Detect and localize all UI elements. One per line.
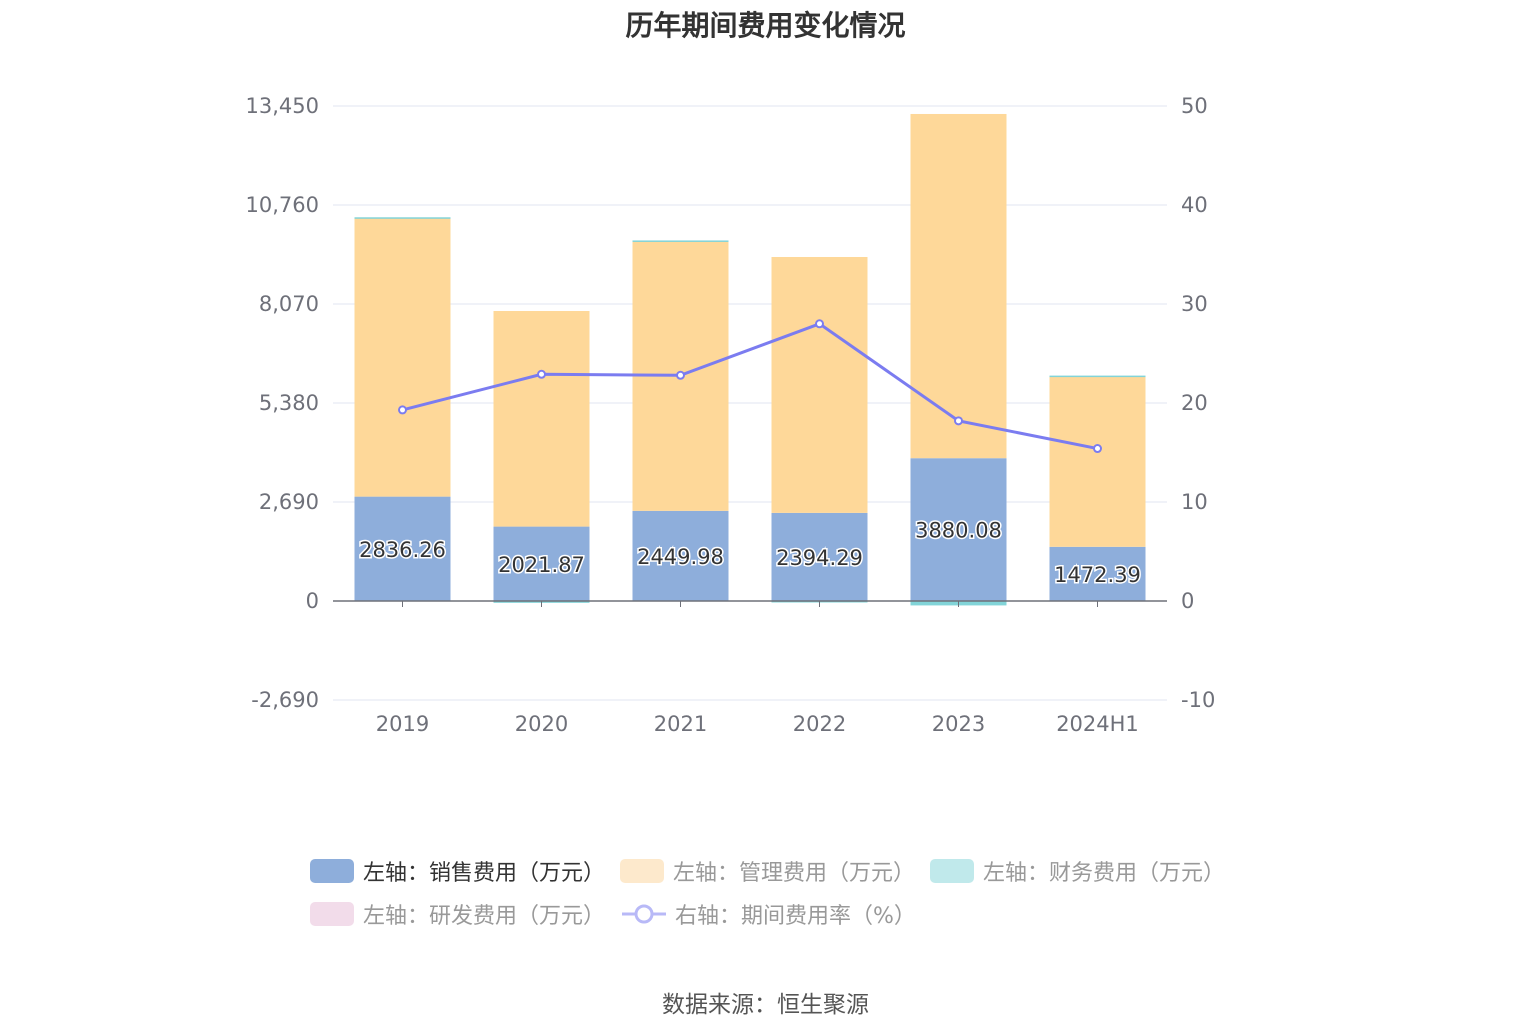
- legend-item-sales[interactable]: 左轴：销售费用（万元）: [310, 855, 605, 887]
- chart-title: 历年期间费用变化情况: [625, 9, 906, 42]
- data-label: 2021.87: [498, 553, 585, 577]
- x-tick-label: 2023: [932, 712, 985, 736]
- bar-左轴：财务费用（万元）: [1049, 375, 1146, 378]
- data-label: 1472.39: [1054, 563, 1141, 587]
- left-tick-label: 0: [306, 589, 319, 613]
- legend-label: 左轴：管理费用（万元）: [673, 861, 916, 886]
- right-tick-label: 0: [1181, 589, 1194, 613]
- legend-label: 左轴：研发费用（万元）: [363, 904, 606, 929]
- bar-左轴：销售费用（万元）: [354, 496, 451, 601]
- left-tick-label: 8,070: [259, 292, 319, 316]
- rate-point: [954, 416, 963, 426]
- legend-item-finance[interactable]: 左轴：财务费用（万元）: [930, 855, 1225, 887]
- rate-point: [815, 319, 824, 329]
- legend-item-admin[interactable]: 左轴：管理费用（万元）: [620, 855, 915, 887]
- right-tick-label: -10: [1181, 688, 1215, 712]
- x-tick-label: 2021: [654, 712, 707, 736]
- bar-左轴：管理费用（万元）: [910, 113, 1007, 459]
- data-label: 2449.98: [637, 545, 724, 569]
- x-tick-label: 2019: [376, 712, 429, 736]
- bar-左轴：销售费用（万元）: [493, 526, 590, 601]
- rate-point: [1093, 444, 1102, 454]
- data-label: 2394.29: [776, 546, 863, 570]
- bar-左轴：销售费用（万元）: [1049, 546, 1146, 601]
- data-source: 数据来源：恒生聚源: [662, 992, 869, 1018]
- right-tick-label: 20: [1181, 391, 1208, 415]
- legend-swatch-admin: [620, 859, 664, 883]
- rate-point: [537, 369, 546, 379]
- bar-左轴：销售费用（万元）: [632, 510, 729, 601]
- legend-item-rate[interactable]: 右轴：期间费用率（%）: [620, 898, 916, 930]
- legend-label: 左轴：销售费用（万元）: [363, 861, 606, 886]
- left-tick-label: 13,450: [246, 94, 319, 118]
- left-tick-label: 5,380: [259, 391, 319, 415]
- rate-point: [676, 370, 685, 380]
- legend-swatch-rd: [310, 902, 354, 926]
- bar-左轴：销售费用（万元）: [910, 458, 1007, 601]
- x-tick-label: 2022: [793, 712, 846, 736]
- bar-左轴：管理费用（万元）: [1049, 375, 1146, 547]
- legend-item-rd[interactable]: 左轴：研发费用（万元）: [310, 898, 605, 930]
- bar-左轴：财务费用（万元）: [632, 240, 729, 242]
- right-tick-label: 50: [1181, 94, 1208, 118]
- bar-左轴：财务费用（万元）: [354, 217, 451, 219]
- left-tick-label: 10,760: [246, 193, 319, 217]
- legend-label: 左轴：财务费用（万元）: [983, 861, 1226, 886]
- bar-左轴：销售费用（万元）: [771, 512, 868, 601]
- x-tick-label: 2024H1: [1056, 712, 1139, 736]
- legend-swatch-sales: [310, 859, 354, 883]
- left-tick-label: 2,690: [259, 490, 319, 514]
- left-tick-label: -2,690: [251, 688, 319, 712]
- data-label: 3880.08: [915, 519, 1002, 543]
- bar-左轴：管理费用（万元）: [354, 218, 451, 497]
- x-tick-label: 2020: [515, 712, 568, 736]
- legend-label: 右轴：期间费用率（%）: [675, 904, 916, 929]
- bar-左轴：管理费用（万元）: [493, 310, 590, 527]
- rate-line: [402, 322, 1098, 451]
- right-tick-label: 10: [1181, 490, 1208, 514]
- right-tick-label: 30: [1181, 292, 1208, 316]
- legend-line-circle-icon: [622, 904, 666, 924]
- legend-swatch-finance: [930, 859, 974, 883]
- right-tick-label: 40: [1181, 193, 1208, 217]
- rate-point: [398, 405, 407, 415]
- bar-左轴：管理费用（万元）: [771, 256, 868, 513]
- data-label: 2836.26: [359, 538, 446, 562]
